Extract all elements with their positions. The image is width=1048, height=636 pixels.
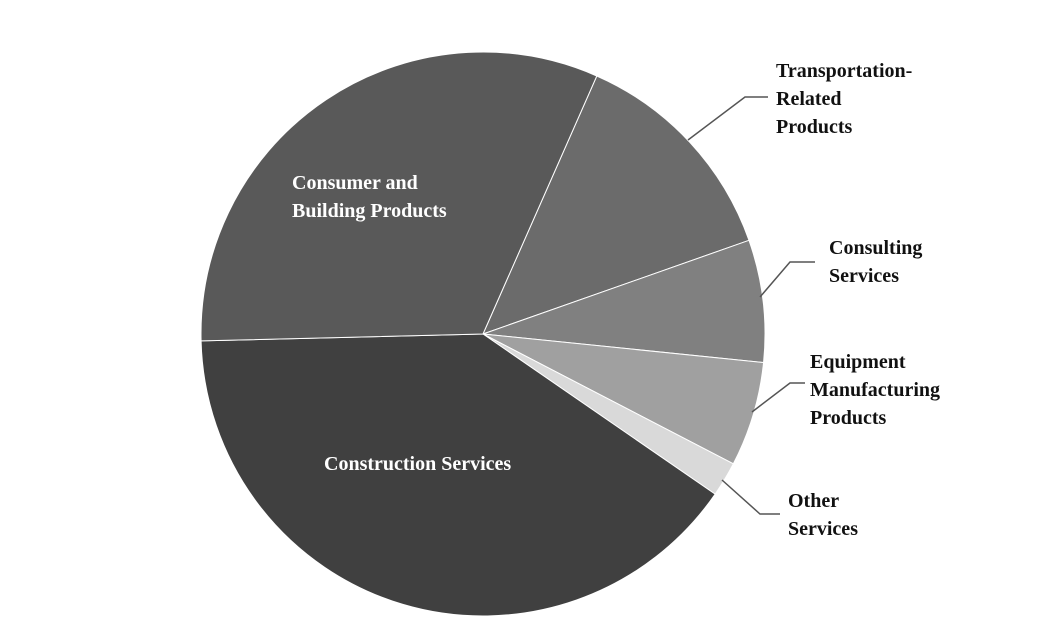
- pie-slice: [482, 75, 750, 335]
- leader-line: [751, 382, 805, 413]
- slice-label: Construction Services: [324, 453, 512, 475]
- slice-label: Transportation-Related Products: [776, 60, 913, 138]
- leader-line: [687, 96, 768, 141]
- pie: [200, 51, 766, 617]
- leader-line: [721, 479, 780, 515]
- slice-label: Consumer and Building Products: [292, 172, 447, 222]
- pie-slice: [200, 333, 716, 617]
- slice-label: Equipment Manufacturing Products: [810, 351, 940, 429]
- pie-slice: [482, 239, 766, 364]
- pie-slice: [200, 51, 598, 342]
- slice-label: Consulting Services: [829, 237, 923, 287]
- slice-label: Other Services: [788, 490, 858, 540]
- leader-line: [759, 261, 815, 298]
